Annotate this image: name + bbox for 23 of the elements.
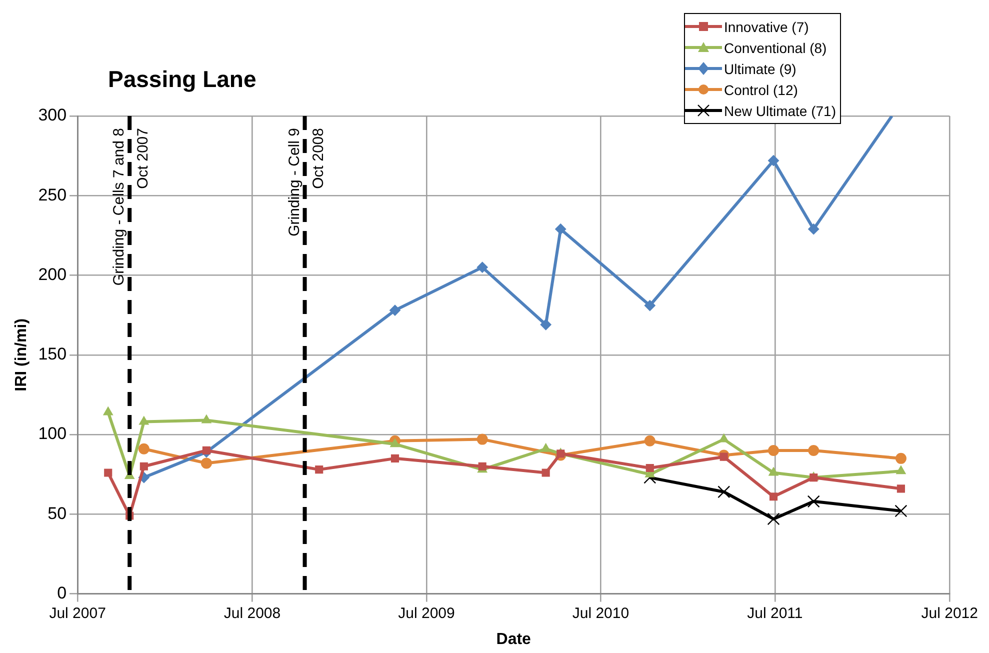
legend-label: Innovative (7) [724,18,809,34]
y-tick-label: 200 [38,264,67,284]
ref-line-label: Grinding - Cells 7 and 8 Oct 2007 [110,128,152,286]
y-tick-label: 100 [38,424,67,444]
y-tick-label: 150 [38,344,67,364]
legend-label: New Ultimate (71) [724,102,836,118]
legend-label: Conventional (8) [724,40,827,56]
x-tick-label: Jul 2010 [572,604,630,622]
x-axis-title: Date [496,630,532,648]
y-tick-label: 0 [57,583,67,602]
x-tick-label: Jul 2007 [49,604,106,622]
y-tick-label: 50 [48,504,67,523]
x-tick-label: Jul 2011 [747,604,803,622]
ref-line-label: Grinding - Cell 9 Oct 2008 [286,128,327,236]
x-tick-label: Jul 2008 [224,604,281,622]
chart-title: Passing Lane [108,66,256,93]
y-tick-label: 300 [38,106,67,125]
y-tick-label: 250 [38,185,67,204]
y-axis-title: IRI (in/mi) [13,318,30,392]
x-tick-label: Jul 2009 [398,604,455,622]
x-tick-label: Jul 2012 [921,604,978,622]
legend-label: Control (12) [724,82,798,98]
legend-label: Ultimate (9) [724,60,796,76]
